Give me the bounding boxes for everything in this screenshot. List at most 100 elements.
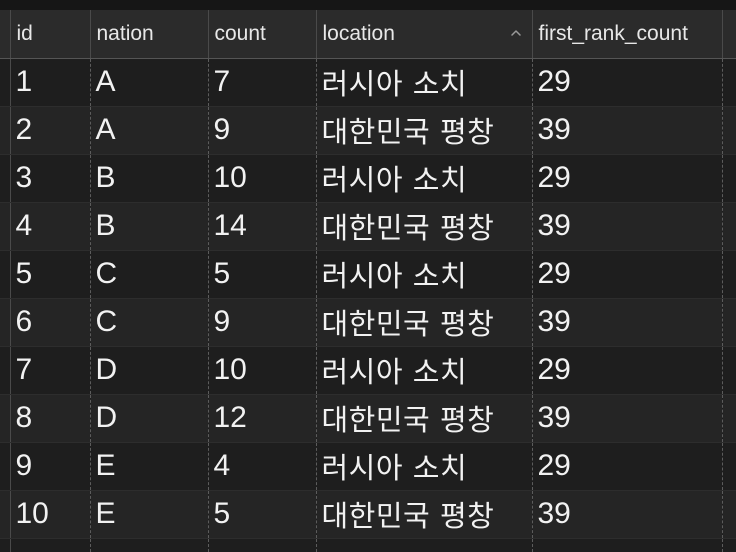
row-selector[interactable] <box>0 298 11 347</box>
cell-location[interactable]: 러시아 소치 <box>316 442 533 491</box>
cell-location[interactable]: 대한민국 평창 <box>316 298 533 347</box>
cell-first-rank-count[interactable]: 29 <box>532 154 723 203</box>
column-header-count[interactable]: count <box>208 10 317 59</box>
row-filler <box>722 490 736 539</box>
cell-nation[interactable]: B <box>90 202 209 251</box>
cell-nation[interactable]: B <box>90 154 209 203</box>
empty-cell <box>722 538 736 552</box>
cell-id[interactable]: 5 <box>10 250 91 299</box>
cell-count[interactable]: 14 <box>208 202 317 251</box>
empty-cell <box>90 538 209 552</box>
cell-id[interactable]: 6 <box>10 298 91 347</box>
row-filler <box>722 154 736 203</box>
table-row[interactable]: 7 D 10 러시아 소치 29 <box>0 346 736 395</box>
row-filler <box>722 106 736 155</box>
cell-first-rank-count[interactable]: 39 <box>532 106 723 155</box>
table-row[interactable]: 3 B 10 러시아 소치 29 <box>0 154 736 203</box>
row-selector[interactable] <box>0 490 11 539</box>
chevron-up-icon[interactable] <box>510 27 522 39</box>
cell-id[interactable]: 7 <box>10 346 91 395</box>
empty-cell <box>208 538 317 552</box>
cell-id[interactable]: 9 <box>10 442 91 491</box>
cell-location[interactable]: 러시아 소치 <box>316 58 533 107</box>
row-selector[interactable] <box>0 202 11 251</box>
table-row[interactable]: 4 B 14 대한민국 평창 39 <box>0 202 736 251</box>
result-grid: id nation count location first_rank_coun… <box>0 10 736 552</box>
row-filler <box>722 58 736 107</box>
cell-location[interactable]: 러시아 소치 <box>316 154 533 203</box>
column-header-nation[interactable]: nation <box>90 10 209 59</box>
column-header-id[interactable]: id <box>10 10 91 59</box>
cell-count[interactable]: 5 <box>208 250 317 299</box>
table-row-partial <box>0 538 736 552</box>
cell-first-rank-count[interactable]: 39 <box>532 202 723 251</box>
column-header-first-rank-count[interactable]: first_rank_count <box>532 10 723 59</box>
row-selector-header[interactable] <box>0 10 11 59</box>
row-filler <box>722 298 736 347</box>
empty-cell <box>316 538 533 552</box>
cell-nation[interactable]: D <box>90 394 209 443</box>
cell-first-rank-count[interactable]: 29 <box>532 346 723 395</box>
cell-first-rank-count[interactable]: 39 <box>532 490 723 539</box>
cell-first-rank-count[interactable]: 39 <box>532 394 723 443</box>
cell-id[interactable]: 3 <box>10 154 91 203</box>
row-selector[interactable] <box>0 106 11 155</box>
row-selector[interactable] <box>0 442 11 491</box>
cell-nation[interactable]: C <box>90 298 209 347</box>
cell-first-rank-count[interactable]: 39 <box>532 298 723 347</box>
cell-location[interactable]: 러시아 소치 <box>316 250 533 299</box>
cell-count[interactable]: 12 <box>208 394 317 443</box>
cell-location[interactable]: 러시아 소치 <box>316 346 533 395</box>
cell-count[interactable]: 7 <box>208 58 317 107</box>
row-selector[interactable] <box>0 58 11 107</box>
header-row: id nation count location first_rank_coun… <box>0 10 736 59</box>
table-row[interactable]: 1 A 7 러시아 소치 29 <box>0 58 736 107</box>
cell-count[interactable]: 5 <box>208 490 317 539</box>
row-filler <box>722 346 736 395</box>
cell-nation[interactable]: D <box>90 346 209 395</box>
cell-count[interactable]: 9 <box>208 298 317 347</box>
cell-id[interactable]: 10 <box>10 490 91 539</box>
cell-nation[interactable]: E <box>90 442 209 491</box>
cell-id[interactable]: 8 <box>10 394 91 443</box>
table-row[interactable]: 5 C 5 러시아 소치 29 <box>0 250 736 299</box>
row-selector[interactable] <box>0 394 11 443</box>
cell-count[interactable]: 9 <box>208 106 317 155</box>
row-selector[interactable] <box>0 154 11 203</box>
row-filler <box>722 442 736 491</box>
row-filler <box>722 202 736 251</box>
cell-id[interactable]: 2 <box>10 106 91 155</box>
empty-cell <box>532 538 723 552</box>
cell-nation[interactable]: A <box>90 58 209 107</box>
cell-nation[interactable]: E <box>90 490 209 539</box>
cell-count[interactable]: 10 <box>208 154 317 203</box>
cell-location[interactable]: 대한민국 평창 <box>316 106 533 155</box>
empty-cell <box>10 538 91 552</box>
column-header-location-label: location <box>322 21 395 45</box>
table-row[interactable]: 10 E 5 대한민국 평창 39 <box>0 490 736 539</box>
cell-location[interactable]: 대한민국 평창 <box>316 394 533 443</box>
row-selector[interactable] <box>0 250 11 299</box>
row-selector[interactable] <box>0 346 11 395</box>
row-filler <box>722 250 736 299</box>
table-row[interactable]: 9 E 4 러시아 소치 29 <box>0 442 736 491</box>
cell-nation[interactable]: A <box>90 106 209 155</box>
table-row[interactable]: 2 A 9 대한민국 평창 39 <box>0 106 736 155</box>
table-row[interactable]: 6 C 9 대한민국 평창 39 <box>0 298 736 347</box>
cell-id[interactable]: 4 <box>10 202 91 251</box>
cell-nation[interactable]: C <box>90 250 209 299</box>
row-filler <box>722 394 736 443</box>
cell-location[interactable]: 대한민국 평창 <box>316 490 533 539</box>
column-header-location[interactable]: location <box>316 10 533 59</box>
cell-first-rank-count[interactable]: 29 <box>532 442 723 491</box>
cell-first-rank-count[interactable]: 29 <box>532 58 723 107</box>
cell-first-rank-count[interactable]: 29 <box>532 250 723 299</box>
grid-body: 1 A 7 러시아 소치 29 2 A 9 대한민국 평창 39 3 B 10 러시아 소치 29 4 B 14 대… <box>0 58 736 552</box>
cell-count[interactable]: 10 <box>208 346 317 395</box>
empty-cell <box>0 538 11 552</box>
table-row[interactable]: 8 D 12 대한민국 평창 39 <box>0 394 736 443</box>
column-header-filler <box>722 10 736 59</box>
cell-count[interactable]: 4 <box>208 442 317 491</box>
cell-id[interactable]: 1 <box>10 58 91 107</box>
cell-location[interactable]: 대한민국 평창 <box>316 202 533 251</box>
